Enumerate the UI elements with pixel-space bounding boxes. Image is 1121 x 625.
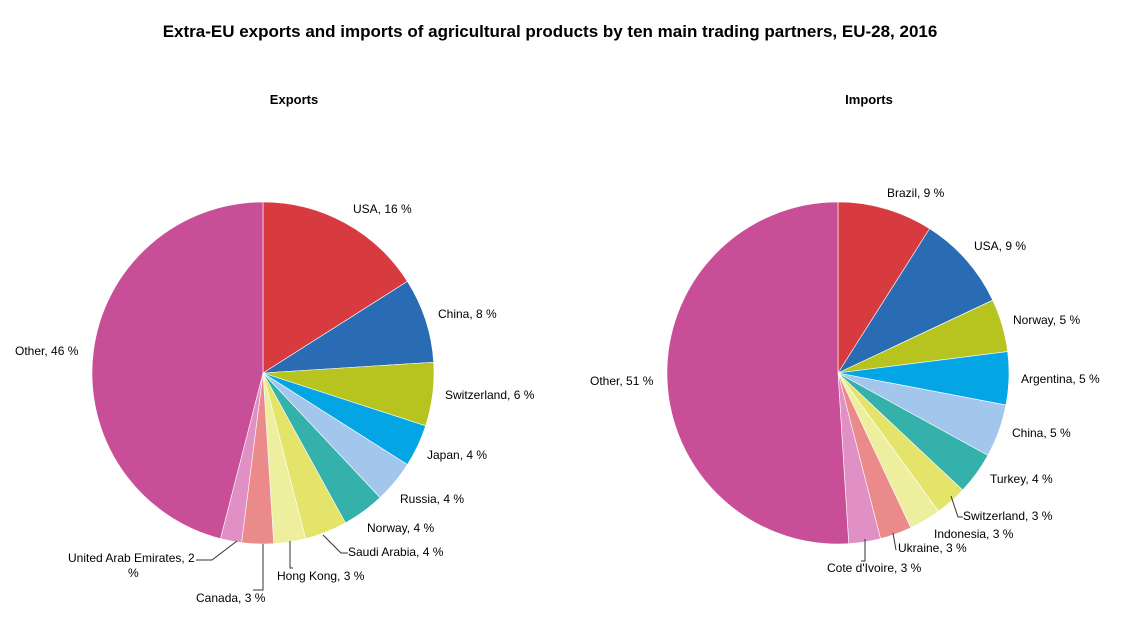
imports-label-ukraine: Ukraine, 3 % bbox=[898, 541, 967, 555]
imports-slice-usa bbox=[837, 228, 994, 374]
exports-label-hong-kong: Hong Kong, 3 % bbox=[277, 569, 365, 583]
exports-label-other: Other, 46 % bbox=[15, 344, 79, 358]
imports-label-usa: USA, 9 % bbox=[974, 239, 1026, 253]
exports-label-united-arab-emirates: United Arab Emirates, 2% bbox=[68, 551, 195, 580]
imports-label-indonesia: Indonesia, 3 % bbox=[934, 527, 1014, 541]
imports-label-argentina: Argentina, 5 % bbox=[1021, 372, 1100, 386]
exports-leader-line bbox=[289, 541, 293, 569]
exports-label-japan: Japan, 4 % bbox=[427, 448, 487, 462]
chart-title: Extra-EU exports and imports of agricult… bbox=[163, 22, 938, 41]
imports-label-brazil: Brazil, 9 % bbox=[887, 186, 945, 200]
exports-label-saudi-arabia: Saudi Arabia, 4 % bbox=[348, 545, 444, 559]
imports-pie-title: Imports bbox=[845, 92, 893, 107]
imports-slice-brazil bbox=[837, 201, 931, 375]
imports-label-china: China, 5 % bbox=[1012, 426, 1071, 440]
imports-slice-other bbox=[666, 201, 850, 545]
imports-label-other: Other, 51 % bbox=[590, 374, 654, 388]
exports-label-russia: Russia, 4 % bbox=[400, 492, 464, 506]
exports-label-norway: Norway, 4 % bbox=[367, 521, 434, 535]
imports-pie: Imports Brazil, 9 % USA, 9 % Norway, 5 % Arg… bbox=[590, 92, 1100, 575]
exports-pie-title: Exports bbox=[270, 92, 318, 107]
exports-leader-line bbox=[253, 544, 264, 591]
imports-label-norway: Norway, 5 % bbox=[1013, 313, 1080, 327]
exports-pie: Exports USA, 16 % China, 8 % Switzerland, 6… bbox=[15, 92, 535, 605]
exports-label-usa: USA, 16 % bbox=[353, 202, 412, 216]
imports-leader-line bbox=[892, 532, 897, 551]
exports-leader-line bbox=[322, 534, 348, 554]
exports-slice-usa bbox=[262, 201, 408, 374]
imports-leader-line bbox=[861, 539, 866, 562]
exports-leader-line bbox=[196, 540, 238, 561]
imports-label-switzerland: Switzerland, 3 % bbox=[963, 509, 1053, 523]
exports-label-canada: Canada, 3 % bbox=[196, 591, 266, 605]
imports-label-turkey: Turkey, 4 % bbox=[990, 472, 1053, 486]
imports-label-cote-d-ivoire: Cote d'Ivoire, 3 % bbox=[827, 561, 922, 575]
imports-leader-line bbox=[950, 495, 963, 518]
exports-label-china: China, 8 % bbox=[438, 307, 497, 321]
exports-slice-other bbox=[91, 201, 264, 539]
exports-label-switzerland: Switzerland, 6 % bbox=[445, 388, 535, 402]
